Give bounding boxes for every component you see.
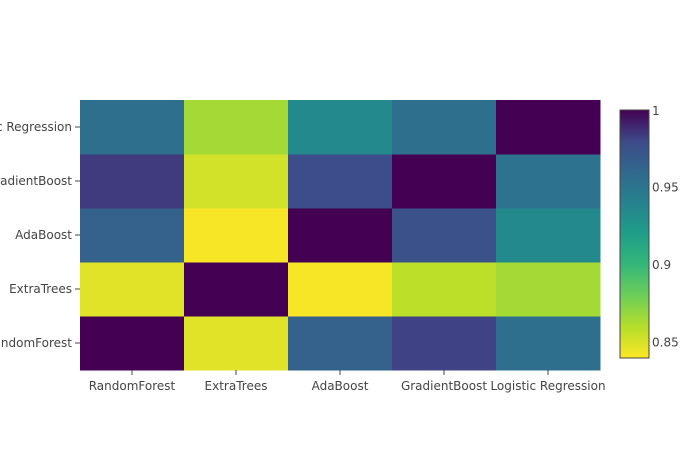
x-tick-label: ExtraTrees <box>205 379 268 393</box>
heatmap-cell <box>288 316 393 371</box>
x-tick-label: RandomForest <box>89 379 176 393</box>
heatmap-cell <box>496 154 601 209</box>
x-tick-label: Logistic Regression <box>490 379 605 393</box>
heatmap-cells <box>80 100 601 371</box>
colorbar-tick-label: 1 <box>652 104 660 118</box>
colorbar-tick-label: 0.9 <box>652 258 671 272</box>
heatmap-cell <box>184 100 289 155</box>
y-tick-label: RandomForest <box>0 336 72 350</box>
heatmap-cell <box>392 208 497 263</box>
heatmap-cell <box>288 208 393 263</box>
colorbar-tick-label: 0.85 <box>652 336 679 350</box>
heatmap-cell <box>80 316 185 371</box>
heatmap-cell <box>288 100 393 155</box>
heatmap-cell <box>496 316 601 371</box>
heatmap-cell <box>80 100 185 155</box>
heatmap-cell <box>392 100 497 155</box>
heatmap-cell <box>288 262 393 317</box>
y-tick-label: GradientBoost <box>0 174 72 188</box>
x-axis: RandomForest ExtraTrees AdaBoost GradientBo… <box>89 370 606 393</box>
x-tick-label: AdaBoost <box>312 379 369 393</box>
heatmap-cell <box>184 316 289 371</box>
y-tick-label: Logistic Regression <box>0 120 72 134</box>
heatmap-cell <box>496 262 601 317</box>
colorbar-bar <box>619 109 650 359</box>
y-tick-label: AdaBoost <box>15 228 72 242</box>
colorbar-tick-label: 0.95 <box>652 181 679 195</box>
heatmap-cell <box>80 208 185 263</box>
heatmap-cell <box>184 154 289 209</box>
heatmap-cell <box>184 262 289 317</box>
heatmap-cell <box>392 262 497 317</box>
heatmap-cell <box>184 208 289 263</box>
x-tick-label: GradientBoost <box>401 379 487 393</box>
y-axis: RandomForest ExtraTrees AdaBoost GradientBo… <box>0 120 80 350</box>
y-tick-label: ExtraTrees <box>9 282 72 296</box>
colorbar: 0.85 0.9 0.95 1 <box>619 104 679 359</box>
heatmap-cell <box>392 154 497 209</box>
heatmap-cell <box>80 262 185 317</box>
heatmap-cell <box>496 208 601 263</box>
heatmap-cell <box>80 154 185 209</box>
heatmap-cell <box>288 154 393 209</box>
heatmap-cell <box>496 100 601 155</box>
heatmap-cell <box>392 316 497 371</box>
